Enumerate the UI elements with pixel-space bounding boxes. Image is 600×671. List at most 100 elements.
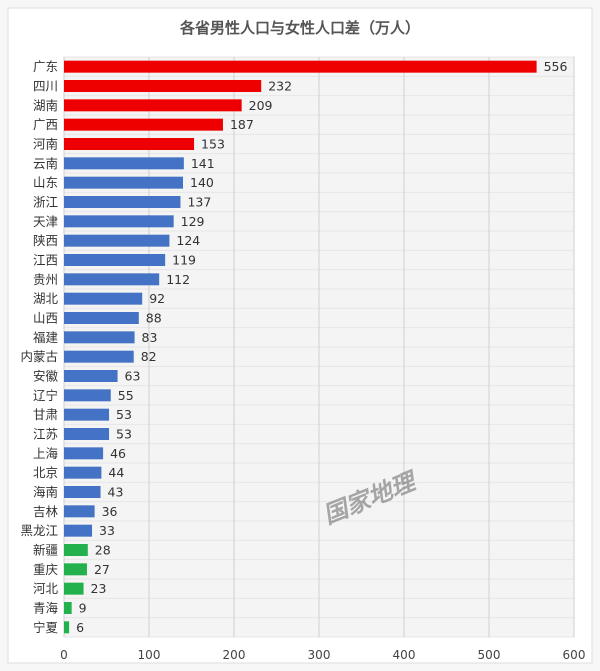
bar — [64, 80, 262, 92]
value-label: 9 — [79, 601, 87, 616]
bar — [64, 118, 223, 131]
value-label: 187 — [230, 117, 254, 132]
bar — [64, 505, 95, 518]
bar — [64, 370, 118, 382]
value-label: 82 — [141, 349, 157, 364]
category-label: 广西 — [33, 117, 58, 132]
category-label: 湖北 — [33, 291, 59, 306]
category-label: 甘肃 — [33, 407, 58, 422]
bar — [64, 602, 72, 614]
bar — [64, 447, 104, 460]
x-tick-label: 100 — [138, 648, 161, 662]
value-label: 153 — [201, 137, 225, 152]
x-tick-label: 300 — [308, 648, 331, 662]
category-label: 山东 — [33, 175, 58, 190]
bar — [64, 544, 88, 556]
value-labels: 5562322091871531411401371291241191129288… — [76, 59, 567, 635]
category-label: 青海 — [33, 601, 59, 616]
bar — [64, 312, 139, 324]
bar — [64, 331, 135, 344]
category-label: 河南 — [33, 137, 58, 152]
bar — [64, 234, 170, 247]
category-label: 宁夏 — [33, 620, 59, 635]
value-label: 92 — [149, 291, 165, 306]
x-tick-label: 200 — [223, 648, 246, 662]
value-label: 124 — [176, 233, 200, 248]
bar — [64, 138, 195, 150]
category-label: 山西 — [33, 311, 58, 326]
category-label: 云南 — [33, 156, 58, 171]
bars-layer — [64, 60, 537, 634]
bar — [64, 60, 537, 73]
bar — [64, 524, 93, 537]
category-label: 北京 — [33, 465, 58, 480]
bar — [64, 99, 242, 112]
value-label: 556 — [544, 59, 568, 74]
bar — [64, 176, 183, 189]
x-tick-label: 400 — [393, 648, 416, 662]
value-label: 23 — [91, 581, 107, 596]
value-label: 53 — [116, 407, 132, 422]
bar — [64, 428, 110, 440]
value-label: 43 — [108, 485, 124, 500]
value-label: 88 — [146, 311, 162, 326]
category-label: 陕西 — [33, 233, 58, 248]
x-tick-label: 600 — [563, 648, 586, 662]
category-label: 江西 — [33, 253, 58, 268]
category-label: 安徽 — [33, 369, 59, 384]
bar — [64, 408, 110, 421]
category-label: 上海 — [33, 446, 59, 461]
value-label: 44 — [108, 465, 124, 480]
bar — [64, 254, 166, 266]
chart-title: 各省男性人口与女性人口差（万人） — [179, 19, 420, 37]
value-label: 36 — [102, 504, 118, 519]
bar — [64, 273, 160, 286]
x-tick-label: 500 — [478, 648, 501, 662]
bar — [64, 292, 143, 305]
category-label: 河北 — [33, 581, 59, 596]
category-label: 江苏 — [33, 427, 58, 442]
bar — [64, 582, 84, 595]
category-label: 天津 — [33, 214, 58, 229]
category-label: 新疆 — [33, 543, 58, 558]
bar — [64, 196, 181, 208]
grid-layer — [63, 56, 575, 638]
bar — [64, 486, 101, 498]
x-axis-ticks: 0 100 200 300 400 500 600 — [60, 648, 585, 662]
value-label: 119 — [172, 253, 196, 268]
value-label: 137 — [187, 195, 211, 210]
category-label: 黑龙江 — [20, 523, 58, 538]
value-label: 27 — [94, 562, 110, 577]
bar — [64, 621, 70, 634]
bar — [64, 563, 87, 576]
value-label: 112 — [166, 272, 190, 287]
category-label: 广东 — [33, 59, 58, 74]
value-label: 209 — [249, 98, 273, 113]
x-tick-label: 0 — [60, 648, 68, 662]
category-label: 贵州 — [33, 272, 58, 287]
category-label: 四川 — [33, 79, 58, 94]
value-label: 129 — [181, 214, 205, 229]
category-label: 海南 — [33, 485, 58, 500]
value-label: 53 — [116, 427, 132, 442]
value-label: 46 — [110, 446, 126, 461]
value-label: 55 — [118, 388, 134, 403]
bar — [64, 466, 102, 479]
category-label: 重庆 — [33, 562, 59, 577]
value-label: 83 — [142, 330, 158, 345]
value-label: 140 — [190, 175, 214, 190]
value-label: 28 — [95, 543, 111, 558]
category-label: 福建 — [33, 330, 59, 345]
category-label: 辽宁 — [33, 388, 58, 403]
category-label: 湖南 — [33, 98, 58, 113]
bar — [64, 389, 111, 402]
category-label: 内蒙古 — [20, 349, 58, 364]
bar — [64, 157, 184, 170]
category-label: 吉林 — [33, 504, 59, 519]
bar — [64, 350, 134, 363]
value-label: 63 — [125, 369, 141, 384]
value-label: 141 — [191, 156, 215, 171]
value-label: 232 — [268, 79, 292, 94]
